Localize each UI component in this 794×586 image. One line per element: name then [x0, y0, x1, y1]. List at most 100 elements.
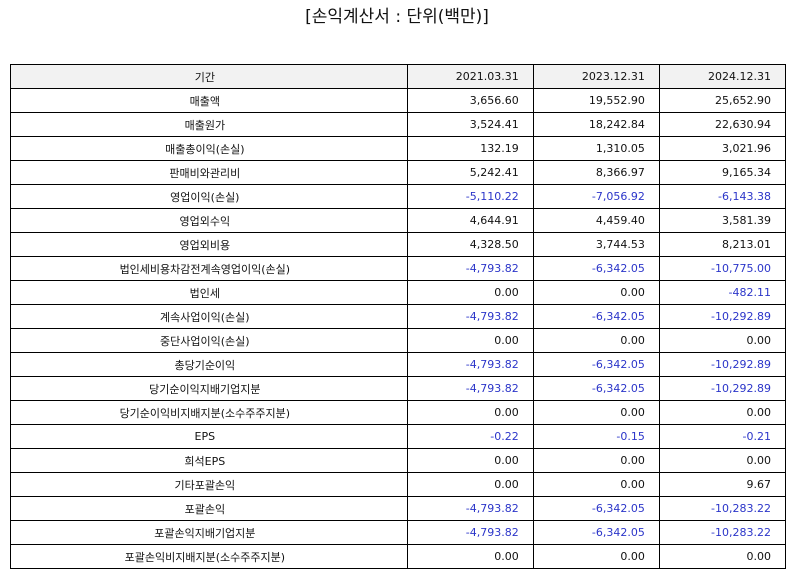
period-header-2023: 2023.12.31 — [532, 64, 660, 89]
period-column-header: 기간 — [10, 64, 408, 89]
value-cell: -7,056.92 — [532, 184, 660, 209]
value-cell: 0.00 — [406, 472, 534, 497]
value-cell: -5,110.22 — [406, 184, 534, 209]
row-label: 포괄손익지배기업지분 — [10, 520, 408, 545]
value-cell: 0.00 — [406, 448, 534, 473]
table-row: 영업외수익 4,644.91 4,459.40 3,581.39 — [10, 208, 787, 233]
row-label: 희석EPS — [10, 448, 408, 473]
value-cell: -6,342.05 — [532, 496, 660, 521]
period-header-2021: 2021.03.31 — [406, 64, 534, 89]
header-row: 기간 2021.03.31 2023.12.31 2024.12.31 — [10, 64, 787, 89]
value-cell: 0.00 — [532, 472, 660, 497]
value-cell: 0.00 — [658, 544, 787, 569]
table-header: 기간 2021.03.31 2023.12.31 2024.12.31 — [10, 64, 787, 89]
value-cell: -0.22 — [406, 424, 534, 449]
value-cell: 19,552.90 — [532, 88, 660, 113]
value-cell: 22,630.94 — [658, 112, 787, 137]
value-cell: 3,744.53 — [532, 232, 660, 257]
table-row: 포괄손익지배기업지분 -4,793.82 -6,342.05 -10,283.22 — [10, 520, 787, 545]
value-cell: 132.19 — [406, 136, 534, 161]
period-header-2024: 2024.12.31 — [658, 64, 787, 89]
value-cell: 0.00 — [658, 400, 787, 425]
row-label: 포괄손익비지배지분(소수주주지분) — [10, 544, 408, 569]
value-cell: 0.00 — [532, 328, 660, 353]
value-cell: 18,242.84 — [532, 112, 660, 137]
value-cell: 8,366.97 — [532, 160, 660, 185]
value-cell: 3,021.96 — [658, 136, 787, 161]
table-row: 판매비와관리비 5,242.41 8,366.97 9,165.34 — [10, 160, 787, 185]
table-row: EPS -0.22 -0.15 -0.21 — [10, 424, 787, 449]
value-cell: -0.21 — [658, 424, 787, 449]
value-cell: -4,793.82 — [406, 304, 534, 329]
value-cell: 0.00 — [532, 280, 660, 305]
row-label: 기타포괄손익 — [10, 472, 408, 497]
table-row: 계속사업이익(손실) -4,793.82 -6,342.05 -10,292.89 — [10, 304, 787, 329]
value-cell: 0.00 — [532, 400, 660, 425]
page-title: [손익계산서 : 단위(백만)] — [305, 7, 489, 27]
table-row: 포괄손익비지배지분(소수주주지분) 0.00 0.00 0.00 — [10, 544, 787, 569]
value-cell: 4,459.40 — [532, 208, 660, 233]
value-cell: 9.67 — [658, 472, 787, 497]
row-label: 매출액 — [10, 88, 408, 113]
value-cell: 0.00 — [406, 280, 534, 305]
row-label: 법인세 — [10, 280, 408, 305]
value-cell: 0.00 — [532, 544, 660, 569]
value-cell: -4,793.82 — [406, 352, 534, 377]
row-label: 당기순이익지배기업지분 — [10, 376, 408, 401]
value-cell: -10,283.22 — [658, 520, 787, 545]
value-cell: -10,292.89 — [658, 352, 787, 377]
value-cell: 0.00 — [406, 400, 534, 425]
value-cell: -6,342.05 — [532, 520, 660, 545]
row-label: 매출총이익(손실) — [10, 136, 408, 161]
value-cell: -4,793.82 — [406, 376, 534, 401]
row-label: EPS — [10, 424, 408, 449]
value-cell: 3,581.39 — [658, 208, 787, 233]
table-row: 중단사업이익(손실) 0.00 0.00 0.00 — [10, 328, 787, 353]
table-row: 법인세비용차감전계속영업이익(손실) -4,793.82 -6,342.05 -10,… — [10, 256, 787, 281]
value-cell: 4,644.91 — [406, 208, 534, 233]
value-cell: 0.00 — [658, 448, 787, 473]
value-cell: 3,656.60 — [406, 88, 534, 113]
value-cell: -6,342.05 — [532, 256, 660, 281]
value-cell: 1,310.05 — [532, 136, 660, 161]
table-row: 법인세 0.00 0.00 -482.11 — [10, 280, 787, 305]
value-cell: -6,342.05 — [532, 376, 660, 401]
row-label: 매출원가 — [10, 112, 408, 137]
row-label: 총당기순이익 — [10, 352, 408, 377]
table-row: 영업외비용 4,328.50 3,744.53 8,213.01 — [10, 232, 787, 257]
value-cell: 25,652.90 — [658, 88, 787, 113]
value-cell: -4,793.82 — [406, 520, 534, 545]
income-statement-table: 기간 2021.03.31 2023.12.31 2024.12.31 매출액 3… — [10, 64, 787, 569]
value-cell: 5,242.41 — [406, 160, 534, 185]
value-cell: -10,283.22 — [658, 496, 787, 521]
table-row: 포괄손익 -4,793.82 -6,342.05 -10,283.22 — [10, 496, 787, 521]
value-cell: -6,342.05 — [532, 352, 660, 377]
row-label: 중단사업이익(손실) — [10, 328, 408, 353]
value-cell: -6,342.05 — [532, 304, 660, 329]
value-cell: 3,524.41 — [406, 112, 534, 137]
value-cell: 8,213.01 — [658, 232, 787, 257]
table-row: 매출액 3,656.60 19,552.90 25,652.90 — [10, 88, 787, 113]
value-cell: -6,143.38 — [658, 184, 787, 209]
value-cell: 4,328.50 — [406, 232, 534, 257]
table-row: 당기순이익지배기업지분 -4,793.82 -6,342.05 -10,292.89 — [10, 376, 787, 401]
value-cell: -10,292.89 — [658, 376, 787, 401]
table-row: 당기순이익비지배지분(소수주주지분) 0.00 0.00 0.00 — [10, 400, 787, 425]
value-cell: -4,793.82 — [406, 256, 534, 281]
value-cell: -4,793.82 — [406, 496, 534, 521]
value-cell: 9,165.34 — [658, 160, 787, 185]
value-cell: 0.00 — [658, 328, 787, 353]
table-row: 매출총이익(손실) 132.19 1,310.05 3,021.96 — [10, 136, 787, 161]
table-row: 매출원가 3,524.41 18,242.84 22,630.94 — [10, 112, 787, 137]
table-row: 영업이익(손실) -5,110.22 -7,056.92 -6,143.38 — [10, 184, 787, 209]
row-label: 판매비와관리비 — [10, 160, 408, 185]
row-label: 영업외수익 — [10, 208, 408, 233]
value-cell: -10,775.00 — [658, 256, 787, 281]
value-cell: 0.00 — [406, 544, 534, 569]
row-label: 당기순이익비지배지분(소수주주지분) — [10, 400, 408, 425]
row-label: 영업이익(손실) — [10, 184, 408, 209]
value-cell: 0.00 — [532, 448, 660, 473]
value-cell: -0.15 — [532, 424, 660, 449]
table-row: 총당기순이익 -4,793.82 -6,342.05 -10,292.89 — [10, 352, 787, 377]
table-body: 매출액 3,656.60 19,552.90 25,652.90 매출원가 3,524.4… — [10, 88, 787, 569]
